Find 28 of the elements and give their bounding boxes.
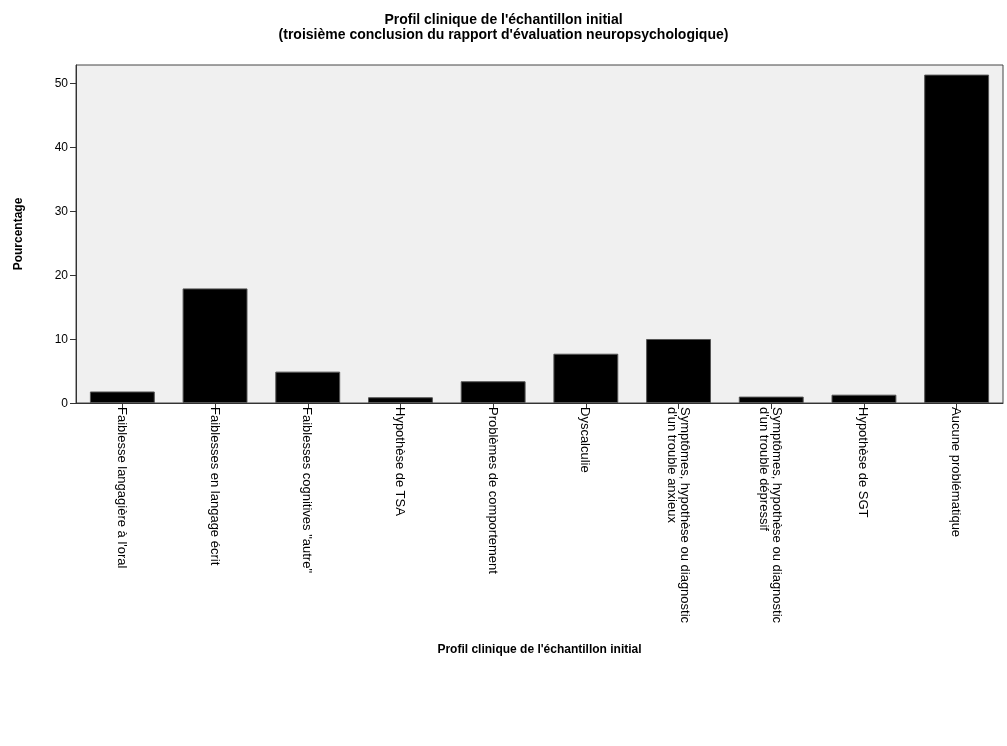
x-tick-label: Hypothèse de SGT — [856, 407, 872, 518]
bar — [924, 74, 990, 403]
x-tick-label: Aucune problématique — [949, 407, 965, 538]
bar — [182, 288, 248, 403]
x-tick-label: Problèmes de comportement — [485, 407, 501, 575]
y-tick-label: 50 — [54, 75, 69, 90]
chart-title: Profil clinique de l'échantillon initial (troisième conclusion du rapport d'évaluation neuropsychologique) — [278, 10, 729, 42]
bar — [738, 396, 804, 403]
bar — [460, 381, 526, 403]
y-tick-label: 30 — [54, 203, 69, 218]
y-tick-label: 10 — [54, 331, 69, 346]
x-tick-label: Hypothèse de TSA — [392, 407, 408, 517]
bar — [831, 394, 897, 403]
bar — [368, 397, 433, 403]
x-tick-label: Dyscalculie — [578, 407, 594, 473]
x-tick-label: Faiblesse langagière à l'oral — [114, 407, 130, 569]
x-axis-title: Profil clinique de l'échantillon initial — [437, 642, 642, 656]
x-tick-label: Faiblesses cognitives "autre" — [300, 407, 316, 574]
y-tick-label: 20 — [54, 267, 69, 282]
y-tick-label: 0 — [61, 396, 69, 410]
bar — [646, 338, 711, 403]
bar — [553, 353, 619, 403]
bar — [89, 391, 155, 403]
x-tick-label: Symptômes, hypothèse ou diagnostic d'un trouble anxieux — [664, 407, 693, 624]
x-tick-label: Faiblesses en langage écrit — [207, 407, 223, 566]
y-axis-title: Pourcentage — [11, 197, 25, 271]
bar — [275, 371, 341, 403]
y-tick-label: 40 — [54, 139, 69, 154]
